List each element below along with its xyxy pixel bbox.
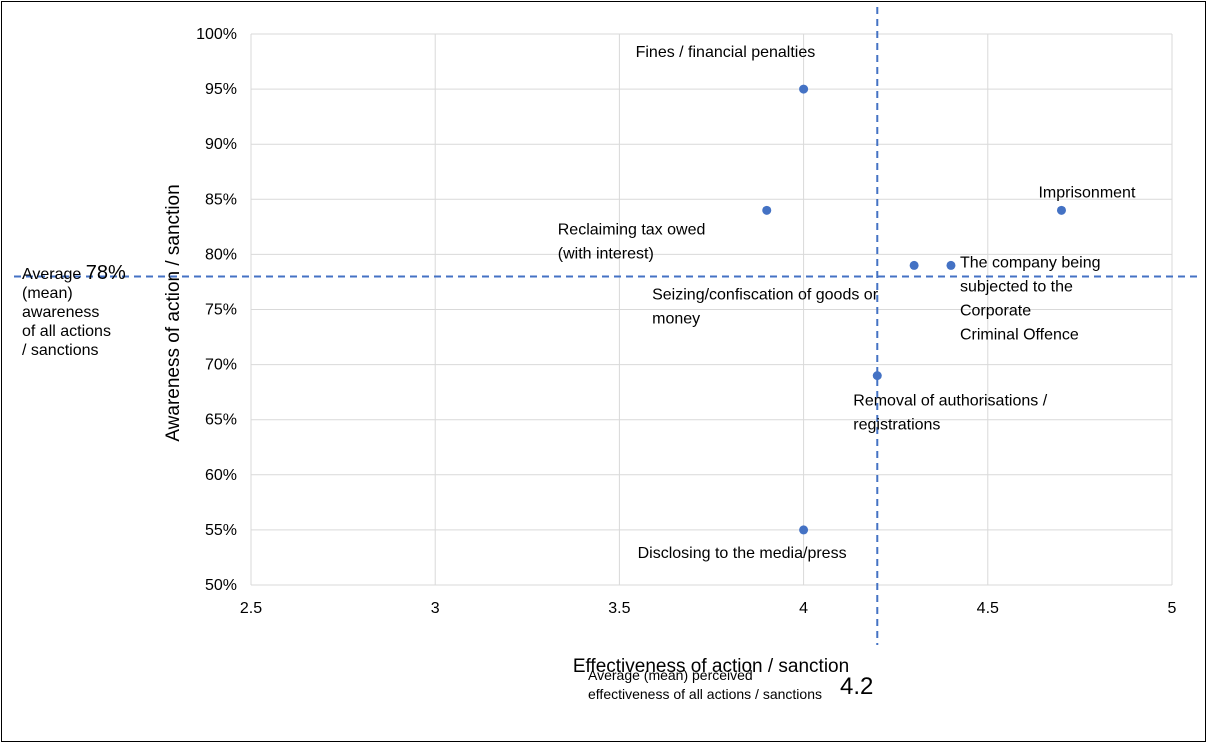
- grid-lines: [250, 33, 1173, 586]
- data-point: [946, 260, 956, 270]
- x-tick-label: 2.5: [240, 600, 262, 617]
- data-point: [799, 525, 809, 535]
- awareness-mean-prefix: Average: [22, 266, 82, 283]
- y-tick-label: 95%: [205, 81, 237, 98]
- y-tick-label: 90%: [205, 136, 237, 153]
- y-tick-label: 75%: [205, 302, 237, 319]
- data-point: [799, 84, 809, 94]
- awareness-mean-line: of all actions: [22, 323, 111, 340]
- data-point: [872, 371, 882, 381]
- x-tick-label: 3.5: [608, 600, 630, 617]
- y-tick-label: 50%: [205, 577, 237, 594]
- data-points: [762, 84, 1066, 535]
- awareness-mean-note: Average 78% (mean) awareness of all acti…: [22, 262, 137, 360]
- y-axis-title: Awareness of action / sanction: [163, 184, 184, 441]
- reference-lines: [14, 7, 1197, 645]
- tick-labels: 2.5 3 3.5 4 4.5 5 50% 55% 60% 65% 70% 75% 80% 85% 90% 9…: [196, 26, 1176, 617]
- y-tick-label: 100%: [196, 26, 237, 43]
- y-tick-label: 70%: [205, 357, 237, 374]
- point-label: Fines / financial penalties: [636, 44, 816, 61]
- data-point: [1056, 205, 1066, 215]
- awareness-mean-line: / sanctions: [22, 342, 99, 359]
- point-label: Removal of authorisations / registrations: [853, 393, 1047, 434]
- awareness-mean-value: 78%: [85, 262, 126, 284]
- data-point: [762, 205, 772, 215]
- point-label: Reclaiming tax owed (with interest): [558, 221, 706, 262]
- awareness-mean-line: (mean): [22, 285, 73, 302]
- y-tick-label: 80%: [205, 246, 237, 263]
- effectiveness-mean-text: Average (mean) perceived effectiveness o…: [588, 667, 822, 702]
- y-tick-label: 65%: [205, 412, 237, 429]
- y-tick-label: 60%: [205, 467, 237, 484]
- data-point: [909, 260, 919, 270]
- point-label: Imprisonment: [1038, 184, 1135, 201]
- effectiveness-mean-note: Average (mean) perceived effectiveness o…: [588, 666, 873, 704]
- x-axis-title: Effectiveness of action / sanction: [573, 656, 849, 677]
- x-tick-label: 4: [799, 600, 808, 617]
- point-label: The company being subjected to the Corpora…: [960, 254, 1101, 343]
- point-labels: Fines / financial penalties Reclaiming ta…: [558, 44, 1136, 562]
- y-tick-label: 55%: [205, 522, 237, 539]
- effectiveness-mean-value: 4.2: [840, 673, 874, 700]
- point-label: Seizing/confiscation of goods or money: [652, 286, 879, 327]
- x-tick-label: 3: [431, 600, 440, 617]
- y-tick-label: 85%: [205, 191, 237, 208]
- awareness-mean-line: awareness: [22, 304, 100, 321]
- x-tick-label: 5: [1168, 600, 1177, 617]
- x-tick-label: 4.5: [977, 600, 999, 617]
- point-label: Disclosing to the media/press: [638, 545, 847, 562]
